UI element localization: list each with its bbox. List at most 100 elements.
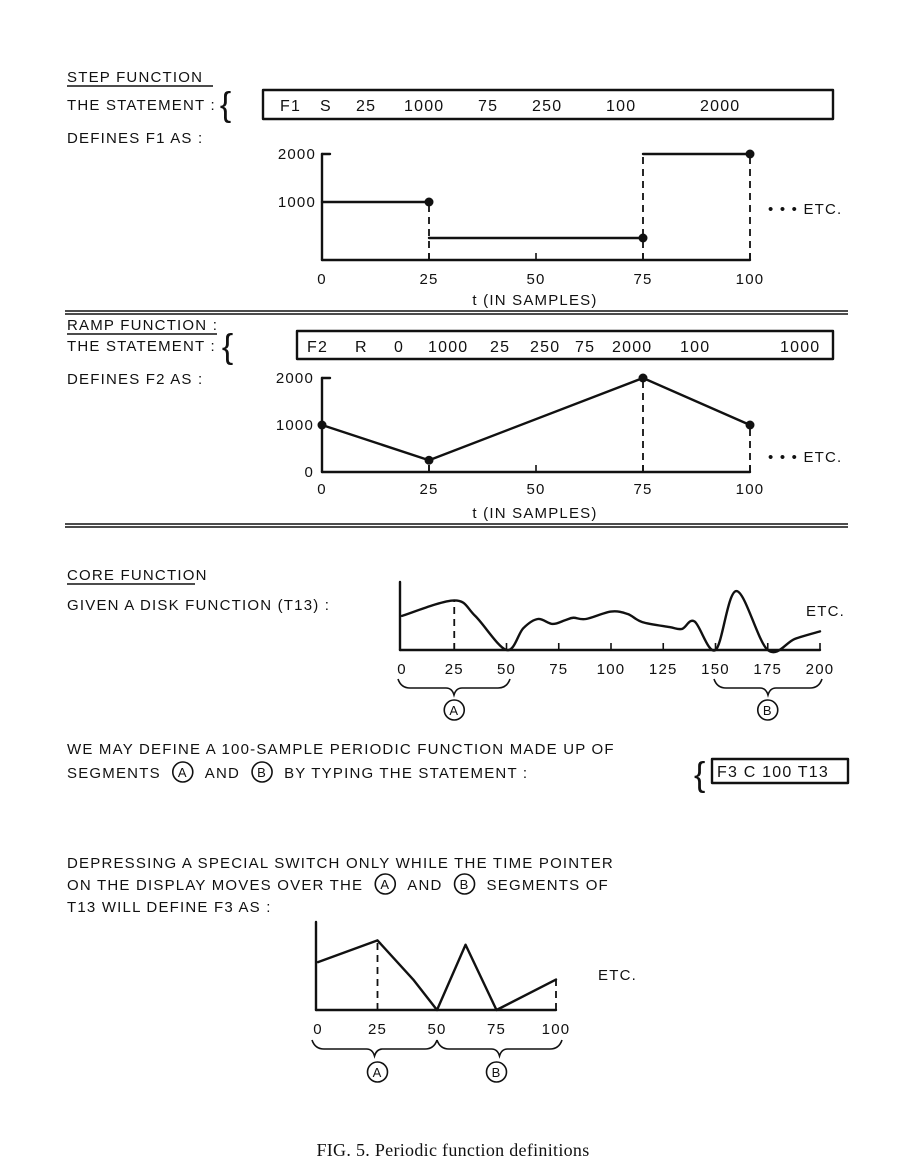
- x-tick-label: 175: [753, 661, 782, 678]
- x-tick-label: 125: [649, 661, 678, 678]
- segment-a-brace: [311, 1039, 438, 1059]
- x-tick-label: 50: [497, 661, 516, 678]
- x-tick-label: 150: [701, 661, 730, 678]
- statement-token: 1000: [428, 339, 468, 356]
- ramp-point: [424, 455, 434, 465]
- segment-a-label-circle: [443, 699, 466, 721]
- segment-b-brace: [713, 678, 823, 698]
- step-end-point: [424, 197, 434, 207]
- step-end-point: [638, 233, 648, 243]
- segment-b-label-circle: [453, 873, 476, 895]
- y-tick-label: 1000: [276, 417, 314, 434]
- x-tick-label: 0: [317, 481, 327, 498]
- y-tick-label: 2000: [278, 146, 316, 163]
- statement-token: 2000: [700, 98, 740, 115]
- ramp-point: [745, 420, 755, 430]
- step-end-point: [745, 149, 755, 159]
- segment-b-label-circle: [756, 699, 779, 721]
- statement-token: S: [320, 98, 332, 115]
- etc-label: • • • ETC.: [768, 449, 842, 466]
- brace-icon: {: [694, 756, 705, 794]
- x-tick-label: 200: [806, 661, 835, 678]
- brace-icon: {: [222, 328, 233, 366]
- statement-box: [295, 329, 835, 361]
- segment-a-label: A: [178, 765, 188, 780]
- brace-icon: {: [220, 86, 231, 124]
- statement-token: 100: [606, 98, 636, 115]
- x-tick-label: 0: [317, 271, 327, 288]
- given-label: GIVEN A DISK FUNCTION (T13) :: [67, 597, 330, 614]
- paragraph-text: DEPRESSING A SPECIAL SWITCH ONLY WHILE T…: [67, 855, 614, 872]
- segment-b-label: B: [460, 877, 470, 892]
- segment-a-label-circle: [374, 873, 397, 895]
- x-tick-label: 25: [419, 271, 438, 288]
- segment-a-label: A: [380, 877, 390, 892]
- y-tick-label: 0: [304, 464, 314, 481]
- x-tick-label: 75: [633, 481, 652, 498]
- t13-curve: [400, 589, 822, 654]
- x-tick-label: 25: [419, 481, 438, 498]
- x-axis-label: t (IN SAMPLES): [472, 505, 597, 522]
- segment-a-brace: [397, 678, 511, 698]
- defines-label: DEFINES F1 AS :: [67, 130, 203, 147]
- segment-b-label: B: [763, 703, 773, 718]
- statement-token: 2000: [612, 339, 652, 356]
- x-tick-label: 50: [427, 1021, 446, 1038]
- x-tick-label: 100: [736, 481, 765, 498]
- segment-a-label-circle: [171, 761, 194, 783]
- x-tick-label: 50: [526, 271, 545, 288]
- paragraph-text: BY TYPING THE STATEMENT :: [284, 765, 528, 782]
- x-tick-label: 75: [549, 661, 568, 678]
- statement-token: 1000: [780, 339, 820, 356]
- paragraph-text: SEGMENTS OF: [487, 877, 609, 894]
- ramp-line: [320, 376, 752, 462]
- f3-curve: [316, 939, 558, 1012]
- paragraph-text: T13 WILL DEFINE F3 AS :: [67, 899, 272, 916]
- x-tick-label: 25: [368, 1021, 387, 1038]
- etc-label: ETC.: [598, 967, 637, 984]
- segment-b-label: B: [257, 765, 267, 780]
- defines-label: DEFINES F2 AS :: [67, 371, 203, 388]
- x-tick-label: 75: [633, 271, 652, 288]
- core-function-title: CORE FUNCTION: [67, 567, 208, 584]
- statement-token: 75: [575, 339, 595, 356]
- etc-label: • • • ETC.: [768, 201, 842, 218]
- x-tick-label: 50: [526, 481, 545, 498]
- statement-label: THE STATEMENT :: [67, 97, 216, 114]
- paragraph-text: AND: [407, 877, 442, 894]
- y-tick-label: 1000: [278, 194, 316, 211]
- statement-token: F1: [280, 98, 301, 115]
- x-tick-label: 100: [736, 271, 765, 288]
- statement-token: 1000: [404, 98, 444, 115]
- x-axis-label: t (IN SAMPLES): [472, 292, 597, 309]
- segment-a-label-circle: [366, 1061, 389, 1083]
- segment-b-brace: [436, 1039, 563, 1059]
- statement-token: 250: [532, 98, 562, 115]
- x-tick-label: 0: [313, 1021, 323, 1038]
- statement-token: 0: [394, 339, 404, 356]
- statement-token: 100: [680, 339, 710, 356]
- x-tick-label: 0: [397, 661, 407, 678]
- statement-token: R: [355, 339, 368, 356]
- step-function-title: STEP FUNCTION: [67, 69, 203, 86]
- paragraph-text: WE MAY DEFINE A 100-SAMPLE PERIODIC FUNC…: [67, 741, 615, 758]
- y-tick-label: 2000: [276, 370, 314, 387]
- statement-token: 25: [490, 339, 510, 356]
- segment-a-label: A: [449, 703, 459, 718]
- statement-token: 25: [356, 98, 376, 115]
- segment-a-label: A: [373, 1065, 383, 1080]
- statement-token: F3 C 100 T13: [717, 764, 829, 781]
- statement-label: THE STATEMENT :: [67, 338, 216, 355]
- figure-caption: FIG. 5. Periodic function definitions: [316, 1140, 589, 1160]
- x-tick-label: 25: [445, 661, 464, 678]
- ramp-point: [317, 420, 327, 430]
- statement-token: 250: [530, 339, 560, 356]
- paragraph-text: ON THE DISPLAY MOVES OVER THE: [67, 877, 363, 894]
- ramp-function-title: RAMP FUNCTION :: [67, 317, 218, 334]
- segment-b-label-circle: [485, 1061, 508, 1083]
- x-tick-label: 100: [597, 661, 626, 678]
- etc-label: ETC.: [806, 603, 845, 620]
- paragraph-text: SEGMENTS: [67, 765, 161, 782]
- statement-box: [261, 88, 835, 121]
